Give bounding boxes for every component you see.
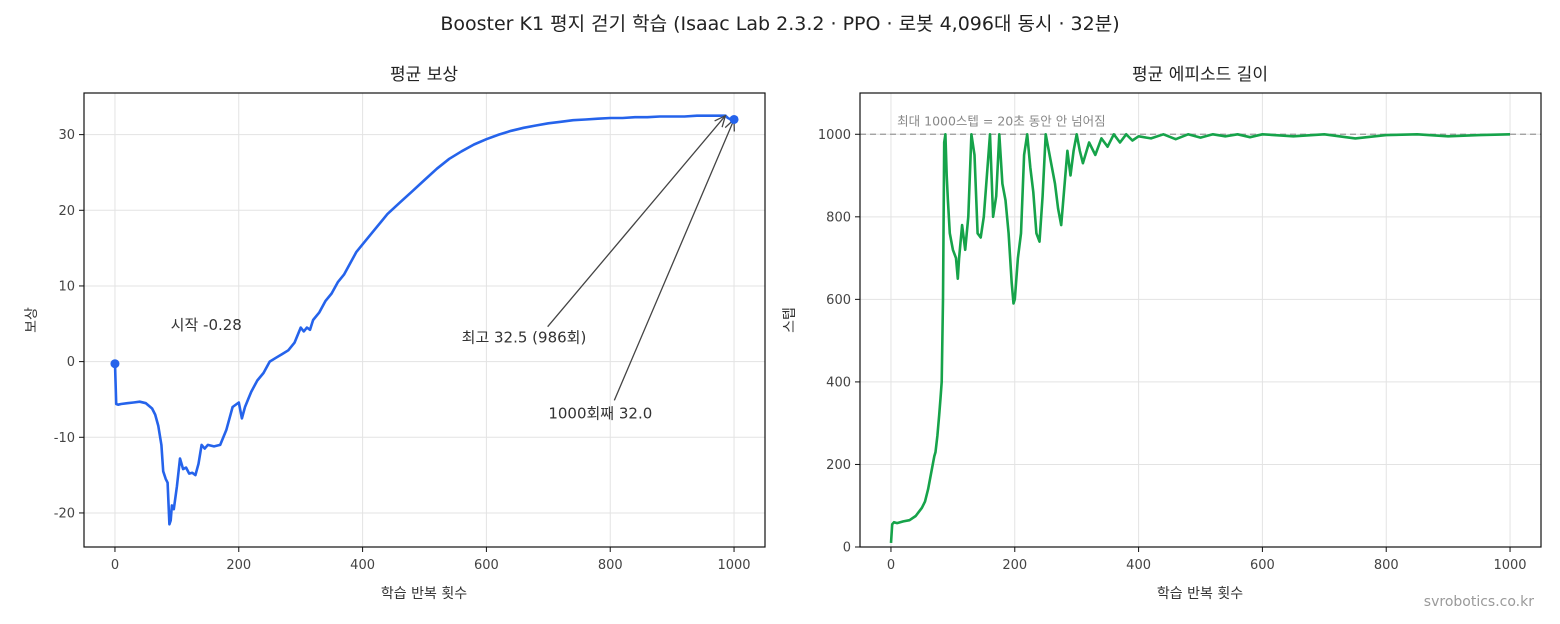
- reward-start-point: [110, 359, 120, 369]
- reward-end-point: [729, 114, 739, 124]
- episode-xlabel: 학습 반복 횟수: [1157, 586, 1243, 602]
- episode-ytick-label: 800: [826, 210, 851, 225]
- reward-annotation-1: 최고 32.5 (986회): [462, 329, 587, 347]
- episode-ref: 최대 1000스텝 = 20초 동안 안 넘어짐: [860, 113, 1541, 135]
- reward-annotations: 시작 -0.28 최고 32.5 (986회) 1000회째 32.0: [171, 316, 653, 423]
- episode-ytick-label: 600: [826, 293, 851, 308]
- episode-ylabel: 스텝: [782, 307, 798, 333]
- reward-xtick-label: 0: [111, 558, 119, 573]
- episode-xtick-label: 800: [1374, 558, 1399, 573]
- reward-ytick-label: 10: [58, 279, 75, 294]
- watermark: svrobotics.co.kr: [1424, 594, 1534, 610]
- reward-ytick-label: -10: [54, 431, 75, 446]
- reward-ytick-label: 0: [67, 355, 75, 370]
- episode-xtick-label: 200: [1002, 558, 1027, 573]
- reward-annotation-0: 시작 -0.28: [171, 316, 242, 334]
- reward-annotation-2: 1000회째 32.0: [548, 404, 652, 422]
- episode-frame: [859, 92, 1542, 548]
- episode-xtick-label: 0: [887, 558, 895, 573]
- episode-ytick-label: 400: [826, 375, 851, 390]
- reward-ylabel: 보상: [24, 307, 40, 333]
- episode-ytick-label: 1000: [818, 128, 851, 143]
- reward-grid: [84, 93, 765, 547]
- episode-yticks: 0 200 400 600 800 1000: [818, 128, 860, 556]
- episode-title: 평균 에피소드 길이: [1132, 65, 1268, 85]
- reward-annotation-arrow-1: [547, 115, 726, 328]
- reward-xtick-label: 200: [226, 558, 251, 573]
- episode-xtick-label: 1000: [1493, 558, 1526, 573]
- reward-xtick-label: 400: [350, 558, 375, 573]
- episode-ytick-label: 200: [826, 458, 851, 473]
- reward-frame: [83, 92, 766, 548]
- reward-xtick-label: 800: [598, 558, 623, 573]
- episode-ytick-label: 0: [843, 541, 851, 556]
- reward-ytick-label: 20: [58, 204, 75, 219]
- reward-yticks: -20 -10 0 10 20 30: [54, 128, 84, 521]
- reward-series-line: [113, 114, 734, 526]
- episode-xtick-label: 600: [1250, 558, 1275, 573]
- episode-grid: [860, 93, 1541, 548]
- reward-annotation-arrow-2: [613, 119, 735, 401]
- figure-suptitle: Booster K1 평지 걷기 학습 (Isaac Lab 2.3.2 · P…: [440, 13, 1119, 35]
- episode-xtick-label: 400: [1126, 558, 1151, 573]
- episode-reference-label: 최대 1000스텝 = 20초 동안 안 넘어짐: [897, 113, 1106, 128]
- reward-xlabel: 학습 반복 횟수: [381, 586, 467, 602]
- reward-title: 평균 보상: [390, 65, 458, 85]
- episode-series-line: [889, 133, 1511, 543]
- episode-panel: 평균 에피소드 길이 최대 1000스텝 = 20초 동안 안 넘어짐 0 200…: [782, 65, 1542, 602]
- reward-annotation-arrowhead-1: [714, 114, 727, 128]
- reward-annotation-arrows: [547, 114, 735, 401]
- episode-xticks: 0 200 400 600 800 1000: [887, 547, 1527, 573]
- reward-points: [110, 114, 739, 369]
- reward-panel: 평균 보상 0 200 400 600 800 1000 -20 -10 0 10 20 30 시작…: [24, 65, 766, 602]
- reward-ytick-label: -20: [54, 506, 75, 521]
- reward-xticks: 0 200 400 600 800 1000: [111, 547, 751, 573]
- reward-xtick-label: 600: [474, 558, 499, 573]
- reward-xtick-label: 1000: [717, 558, 750, 573]
- reward-ytick-label: 30: [58, 128, 75, 143]
